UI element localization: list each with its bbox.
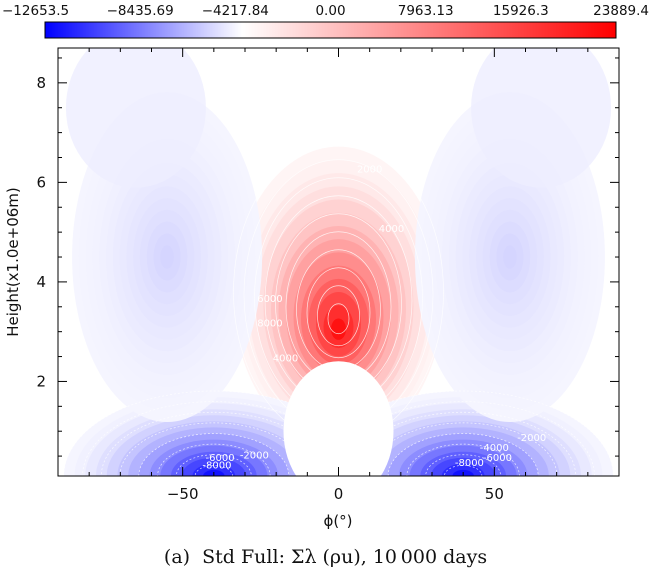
heatmap-area: -6000-8000-2000-4000-2000-8000-600020004… [58, 48, 619, 476]
contour-label: -8000 [202, 461, 231, 472]
contour-labels: -6000-8000-2000-4000-2000-8000-600020004… [202, 164, 546, 471]
x-axis-title: ϕ(°) [323, 512, 352, 530]
y-tick-label: 6 [36, 173, 46, 191]
y-axis-title: Height(x1.0e+06m) [4, 187, 22, 337]
contour-line-negative [119, 422, 308, 476]
contour-line-negative [369, 422, 558, 476]
heatmap-fields [63, 48, 614, 476]
colorbar-tick-label: 15926.3 [493, 3, 549, 19]
x-tick-label: 50 [485, 485, 504, 503]
heatmap-haze [65, 48, 206, 188]
contour-line [254, 177, 423, 419]
contour-label: 4000 [379, 224, 404, 235]
contour-line [243, 159, 434, 431]
x-axis: −50 0 50 [88, 48, 589, 503]
contour-label: -8000 [455, 458, 484, 469]
colorbar-tick-label: −12653.5 [2, 3, 69, 19]
heatmap-haze [471, 48, 612, 188]
contour-line [264, 195, 413, 407]
contour-line-negative [138, 433, 290, 476]
contour-line [317, 285, 360, 347]
contour-label: -2000 [517, 433, 546, 444]
x-tick-label: −50 [167, 485, 199, 503]
colorbar-tick-label: 7963.13 [398, 3, 454, 19]
contour-lines [63, 141, 614, 476]
y-tick-label: 2 [36, 372, 46, 390]
contour-label: 8000 [257, 319, 282, 330]
contour-label: 6000 [257, 294, 282, 305]
x-tick-label: 0 [334, 485, 344, 503]
contour-label: 4000 [273, 354, 298, 365]
contour-line [233, 141, 444, 443]
colorbar-tick-label: −4217.84 [202, 3, 269, 19]
contour-label: 2000 [357, 164, 382, 175]
contour-line [275, 213, 402, 395]
contour-line-negative [425, 454, 502, 476]
colorbar-tick-label: 23889.4 [593, 3, 649, 19]
contour-label: -6000 [206, 453, 235, 464]
contour-line [296, 249, 381, 371]
y-tick-label: 8 [36, 74, 46, 92]
contour-line [306, 267, 371, 359]
contour-line-negative [331, 401, 595, 476]
y-tick-label: 4 [36, 273, 46, 291]
contour-line-negative [82, 401, 346, 476]
heatmap-clear-zone [283, 361, 394, 476]
colorbar-tick-label: −8435.69 [107, 3, 174, 19]
contour-line [285, 231, 392, 383]
contour-label: -2000 [240, 451, 269, 462]
heatmap-layer [331, 318, 346, 340]
figure-caption: (a) Std Full: Σλ (ρu), 10 000 days [163, 546, 488, 568]
colorbar: −12653.5 −8435.69 −4217.84 0.00 7963.13 15926… [2, 3, 649, 39]
contour-label: -4000 [480, 443, 509, 454]
contour-line [327, 303, 350, 335]
contour-line-negative [387, 433, 539, 476]
y-axis: 2 4 6 8 [36, 57, 619, 457]
colorbar-tick-labels: −12653.5 −8435.69 −4217.84 0.00 7963.13 15926… [2, 3, 649, 19]
contour-line-negative [175, 454, 252, 476]
colorbar-gradient [44, 21, 617, 39]
contour-label: -6000 [483, 453, 512, 464]
heatmap-layer [503, 245, 517, 269]
colorbar-tick-label: 0.00 [315, 3, 345, 19]
heatmap-layer [160, 245, 174, 269]
